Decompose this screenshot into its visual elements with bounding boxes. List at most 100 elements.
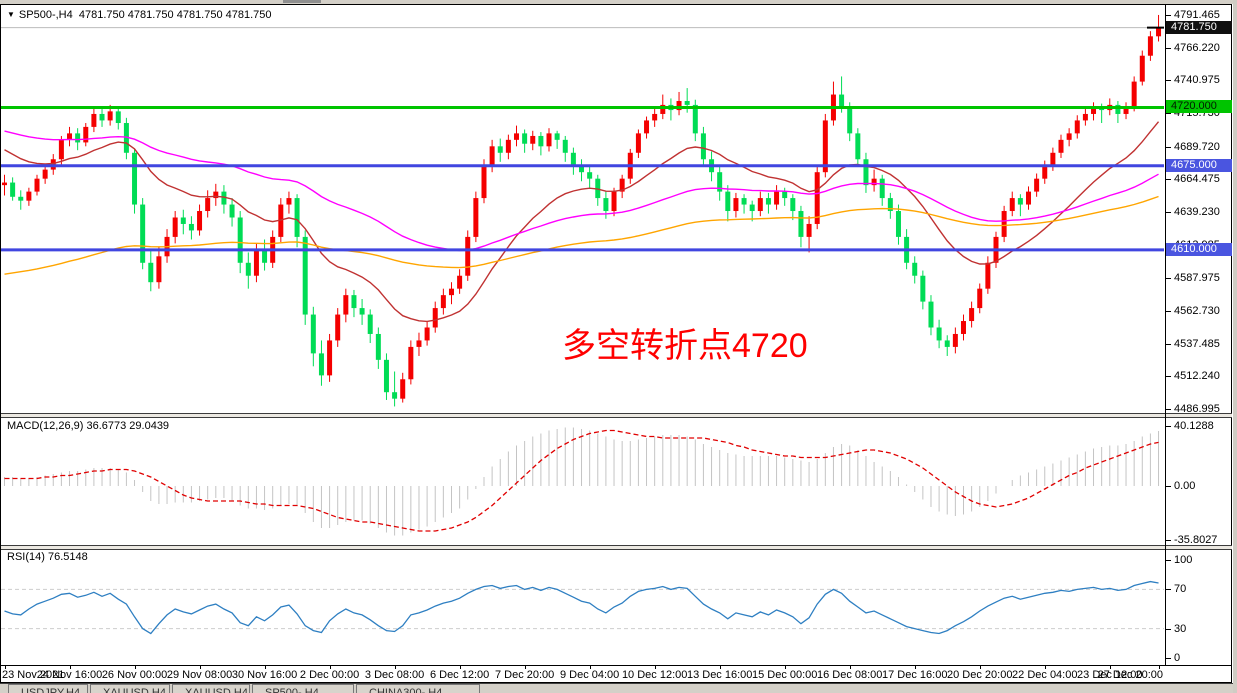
axis-tick	[1166, 80, 1171, 81]
axis-tick	[1166, 311, 1171, 312]
level-badge-4675: 4675.000	[1166, 158, 1232, 172]
time-axis-label: 26 Nov 00:00	[101, 669, 168, 681]
time-axis-label: 17 Dec 16:00	[882, 669, 948, 681]
rsi-plot[interactable]	[1, 580, 1164, 635]
axis-tick	[1166, 212, 1171, 213]
axis-tick	[395, 665, 396, 669]
time-axis-label: 10 Dec 12:00	[621, 669, 688, 681]
axis-tick	[720, 665, 721, 669]
axis-tick	[330, 665, 331, 669]
axis-tick	[1166, 409, 1171, 410]
time-axis-label: 23 Dec 12:00	[1077, 669, 1143, 681]
price-axis-label: 4512.240	[1174, 370, 1220, 383]
axis-tick	[1166, 629, 1171, 630]
level-badge-4720: 4720.000	[1166, 100, 1232, 114]
macd-axis-label: 0.00	[1174, 480, 1196, 492]
chart-symbol-header: ▼ SP500-,H4 4781.750 4781.750 4781.750 47…	[7, 9, 272, 21]
axis-tick	[1166, 560, 1171, 561]
chart-window	[0, 4, 1232, 683]
macd-plot[interactable]	[4, 427, 1160, 536]
axis-tick	[1166, 540, 1171, 541]
rsi-axis-label: 70	[1174, 583, 1187, 596]
macd-axis-label: 40.1288	[1174, 419, 1214, 432]
axis-tick	[1166, 179, 1171, 180]
macd-histogram	[4, 427, 1160, 536]
pane-separator-rsi[interactable]	[1, 545, 1232, 550]
price-axis-label: 4537.485	[1174, 337, 1220, 350]
axis-tick	[1166, 48, 1171, 49]
axis-tick	[1166, 113, 1171, 114]
price-axis-label: 4562.730	[1174, 305, 1220, 318]
axis-tick	[785, 665, 786, 669]
time-axis-label: 22 Dec 04:00	[1012, 669, 1078, 681]
last-price-badge: 4781.750	[1166, 20, 1232, 34]
time-axis-label: 27 Dec 20:00	[1097, 669, 1163, 681]
price-axis-label: 4766.220	[1174, 41, 1220, 54]
axis-tick	[135, 665, 136, 669]
time-axis-label: 15 Dec 00:00	[751, 669, 818, 681]
chart-annotation-text: 多空转折点4720	[562, 327, 808, 365]
minimized-chart-tab[interactable]: SP500-,H4	[252, 684, 354, 693]
minimized-chart-tab[interactable]: CHINA300-,H4	[356, 684, 480, 693]
pane-separator-macd[interactable]	[1, 413, 1232, 418]
axis-tick	[1166, 15, 1171, 16]
axis-tick	[1166, 376, 1171, 377]
axis-tick	[525, 665, 526, 669]
price-axis-label: 4740.975	[1174, 74, 1220, 87]
time-axis-label: 24 Nov 16:00	[36, 669, 103, 681]
indicator-label-macd: MACD(12,26,9) 36.6773 29.0439	[7, 420, 170, 432]
price-axis-label: 4689.720	[1174, 140, 1220, 153]
axis-tick	[460, 665, 461, 669]
axis-tick	[850, 665, 851, 669]
time-axis-label: 29 Nov 08:00	[166, 669, 233, 681]
axis-tick	[1166, 344, 1171, 345]
axis-tick	[1166, 486, 1171, 487]
price-axis-label: 4664.475	[1174, 173, 1220, 186]
time-axis-label: 16 Dec 08:00	[816, 669, 883, 681]
rsi-axis-label: 0	[1174, 652, 1181, 664]
toolbar-splitter-handle	[283, 0, 321, 3]
level-badge-4610: 4610.000	[1166, 242, 1232, 256]
axis-tick	[590, 665, 591, 669]
price-axis-label: 4486.995	[1174, 403, 1220, 416]
axis-tick	[1045, 665, 1046, 669]
axis-tick	[655, 665, 656, 669]
ma-fast-line	[4, 121, 1160, 323]
time-axis-label: 20 Dec 20:00	[947, 669, 1013, 681]
axis-tick	[265, 665, 266, 669]
axis-tick	[1166, 278, 1171, 279]
axis-tick	[200, 665, 201, 669]
ma-slow-line	[4, 195, 1159, 275]
minimized-chart-tab[interactable]: XAUUSD,H4	[90, 684, 170, 693]
axis-tick	[980, 665, 981, 669]
axis-tick	[70, 665, 71, 669]
axis-tick	[1166, 426, 1171, 427]
minimized-charts-bar	[0, 683, 1237, 693]
ma-mid-line	[4, 130, 1159, 252]
axis-tick	[1159, 665, 1160, 669]
time-axis-label: 2 Dec 00:00	[299, 669, 360, 681]
macd-axis-label: -35.8027	[1174, 533, 1218, 546]
top-toolbar-remnant	[0, 0, 1237, 4]
candlestick-plot[interactable]	[1, 14, 1164, 407]
price-axis-label: 4639.230	[1174, 206, 1220, 219]
macd-signal-line	[4, 429, 1159, 532]
rsi-axis-label: 100	[1174, 554, 1193, 566]
minimized-chart-tab[interactable]: USDJPY,H4	[8, 684, 88, 693]
time-axis-label: 3 Dec 08:00	[364, 669, 425, 681]
axis-tick	[1166, 658, 1171, 659]
indicator-label-rsi: RSI(14) 76.5148	[7, 551, 88, 563]
time-axis-label: 30 Nov 16:00	[231, 669, 298, 681]
window-edge	[1233, 0, 1237, 693]
time-axis-label: 23 Nov 2021	[2, 669, 65, 681]
price-axis-label: 4587.975	[1174, 272, 1220, 285]
axis-tick	[5, 665, 6, 669]
chevron-down-icon[interactable]: ▼	[7, 10, 15, 19]
minimized-chart-tab[interactable]: XAUUSD,H4	[172, 684, 250, 693]
price-axis-label: 4791.465	[1174, 9, 1220, 21]
rsi-axis-label: 30	[1174, 622, 1187, 635]
time-axis-label: 7 Dec 20:00	[494, 669, 555, 681]
time-axis-border	[1, 665, 1232, 666]
